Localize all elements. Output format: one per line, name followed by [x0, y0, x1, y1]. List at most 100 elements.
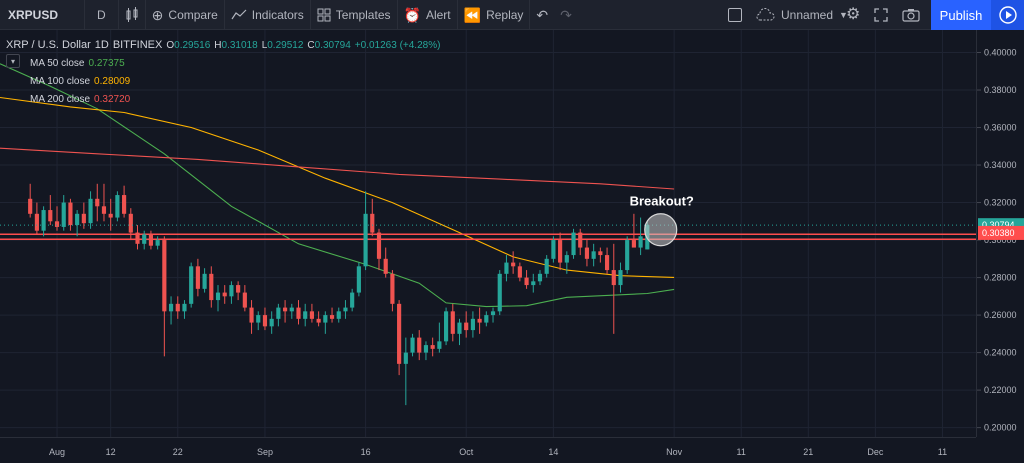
candle-body[interactable]: [215, 292, 221, 301]
candle-body[interactable]: [68, 202, 73, 226]
candle-body[interactable]: [370, 213, 375, 233]
legend-ma-row[interactable]: MA 100 close 0.28009: [6, 73, 440, 91]
candle-body[interactable]: [323, 315, 328, 323]
candle-body[interactable]: [168, 303, 174, 312]
candle-body[interactable]: [135, 232, 140, 244]
candle-body[interactable]: [497, 273, 502, 312]
fullscreen-toggle[interactable]: [728, 8, 742, 22]
candle-body[interactable]: [128, 213, 133, 233]
candle-body[interactable]: [88, 198, 93, 224]
candle-body[interactable]: [558, 240, 563, 263]
candle-body[interactable]: [222, 292, 227, 297]
candle-body[interactable]: [81, 213, 86, 224]
candle-body[interactable]: [229, 285, 234, 297]
layout-menu[interactable]: Unnamed ▼: [755, 0, 848, 30]
candle-body[interactable]: [296, 307, 301, 319]
candle-body[interactable]: [356, 266, 361, 293]
candle-body[interactable]: [350, 292, 355, 308]
candle-body[interactable]: [41, 210, 46, 231]
candle-body[interactable]: [249, 307, 254, 323]
candle-body[interactable]: [638, 236, 643, 248]
candle-body[interactable]: [437, 341, 442, 349]
candle-body[interactable]: [303, 311, 308, 319]
candle-body[interactable]: [329, 315, 335, 319]
candle-body[interactable]: [343, 307, 348, 312]
time-axis-scale[interactable]: Aug 12 22 Sep 16 Oct 14 Nov 11 21 Dec 11: [0, 438, 976, 463]
candle-body[interactable]: [61, 202, 66, 227]
candle-body[interactable]: [202, 273, 207, 289]
candle-body[interactable]: [403, 352, 408, 364]
candle-body[interactable]: [95, 198, 100, 207]
candle-body[interactable]: [591, 251, 596, 259]
symbol-search[interactable]: XRPUSD: [8, 7, 59, 22]
candle-body[interactable]: [48, 210, 53, 222]
candle-body[interactable]: [450, 311, 455, 334]
candle-body[interactable]: [75, 213, 80, 226]
candle-body[interactable]: [108, 213, 113, 218]
candle-body[interactable]: [390, 273, 395, 304]
candle-body[interactable]: [122, 195, 127, 214]
candle-body[interactable]: [336, 311, 341, 319]
candle-body[interactable]: [276, 307, 281, 319]
replay-button[interactable]: ⏪ Replay: [458, 0, 530, 30]
candle-body[interactable]: [430, 345, 435, 349]
candle-body[interactable]: [611, 270, 616, 286]
candle-body[interactable]: [155, 240, 160, 246]
candle-body[interactable]: [578, 232, 583, 248]
candle-body[interactable]: [618, 270, 623, 286]
legend-ma-row[interactable]: MA 200 close 0.32720: [6, 91, 440, 109]
candle-body[interactable]: [283, 307, 288, 312]
price-axis-scale[interactable]: 0.40000 0.38000 0.36000 0.34000 0.32000 0.300…: [977, 30, 1024, 437]
legend-collapse-button[interactable]: ▾: [6, 54, 20, 68]
candle-body[interactable]: [564, 255, 569, 263]
candle-body[interactable]: [309, 311, 314, 319]
candle-body[interactable]: [511, 262, 516, 267]
candle-body[interactable]: [209, 273, 214, 301]
candle-body[interactable]: [524, 277, 529, 286]
candle-body[interactable]: [269, 318, 274, 327]
candle-body[interactable]: [537, 273, 543, 282]
price-axis[interactable]: 0.40000 0.38000 0.36000 0.34000 0.32000 0.300…: [976, 30, 1024, 437]
candle-body[interactable]: [28, 198, 33, 214]
indicators-button[interactable]: Indicators: [225, 0, 310, 30]
candle-body[interactable]: [504, 262, 509, 274]
templates-button[interactable]: Templates: [311, 0, 397, 30]
chart-style-button[interactable]: [119, 0, 145, 30]
candle-body[interactable]: [289, 307, 294, 312]
candle-body[interactable]: [544, 258, 549, 274]
candle-body[interactable]: [182, 303, 187, 312]
play-button[interactable]: [991, 0, 1024, 30]
legend-ma-row[interactable]: MA 50 close 0.27375: [6, 55, 440, 73]
candle-body[interactable]: [484, 315, 489, 323]
gear-icon[interactable]: ⚙: [846, 6, 861, 23]
candle-body[interactable]: [316, 318, 321, 323]
candle-body[interactable]: [464, 322, 469, 331]
candle-body[interactable]: [551, 240, 556, 259]
redo-button[interactable]: ↷: [554, 0, 578, 30]
candle-body[interactable]: [162, 240, 167, 312]
candle-body[interactable]: [256, 315, 261, 323]
candle-body[interactable]: [54, 221, 60, 227]
candle-body[interactable]: [175, 303, 180, 312]
candle-body[interactable]: [142, 234, 147, 244]
candle-body[interactable]: [148, 234, 154, 246]
chart-pane[interactable]: Breakout?: [0, 30, 976, 437]
candle-body[interactable]: [598, 251, 603, 256]
candle-body[interactable]: [101, 206, 107, 214]
candle-body[interactable]: [531, 281, 536, 286]
candle-body[interactable]: [571, 232, 576, 256]
candle-body[interactable]: [397, 303, 402, 364]
candle-body[interactable]: [376, 232, 382, 259]
candle-body[interactable]: [34, 213, 39, 231]
candle-body[interactable]: [410, 337, 415, 353]
candle-body[interactable]: [470, 318, 475, 331]
candle-body[interactable]: [604, 255, 610, 271]
interval-button[interactable]: D: [97, 7, 106, 22]
candle-body[interactable]: [443, 311, 449, 342]
candle-body[interactable]: [517, 266, 522, 278]
alert-button[interactable]: ⏰ Alert: [398, 0, 457, 30]
candle-body[interactable]: [423, 345, 429, 353]
candle-body[interactable]: [625, 240, 630, 271]
price-chart[interactable]: Breakout?: [0, 30, 976, 437]
candle-body[interactable]: [236, 285, 241, 293]
